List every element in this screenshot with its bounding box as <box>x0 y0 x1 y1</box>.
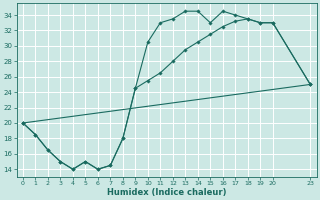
X-axis label: Humidex (Indice chaleur): Humidex (Indice chaleur) <box>107 188 226 197</box>
